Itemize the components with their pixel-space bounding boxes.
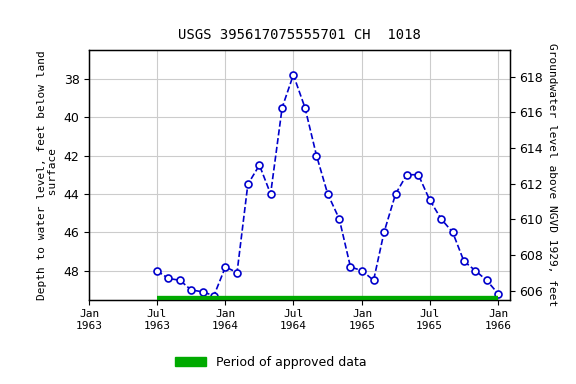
Y-axis label: Groundwater level above NGVD 1929, feet: Groundwater level above NGVD 1929, feet: [547, 43, 557, 306]
Bar: [89, 294, 510, 300]
Y-axis label: Depth to water level, feet below land
 surface: Depth to water level, feet below land su…: [36, 50, 58, 300]
Title: USGS 395617075555701 CH  1018: USGS 395617075555701 CH 1018: [178, 28, 421, 42]
Legend: Period of approved data: Period of approved data: [170, 351, 372, 374]
